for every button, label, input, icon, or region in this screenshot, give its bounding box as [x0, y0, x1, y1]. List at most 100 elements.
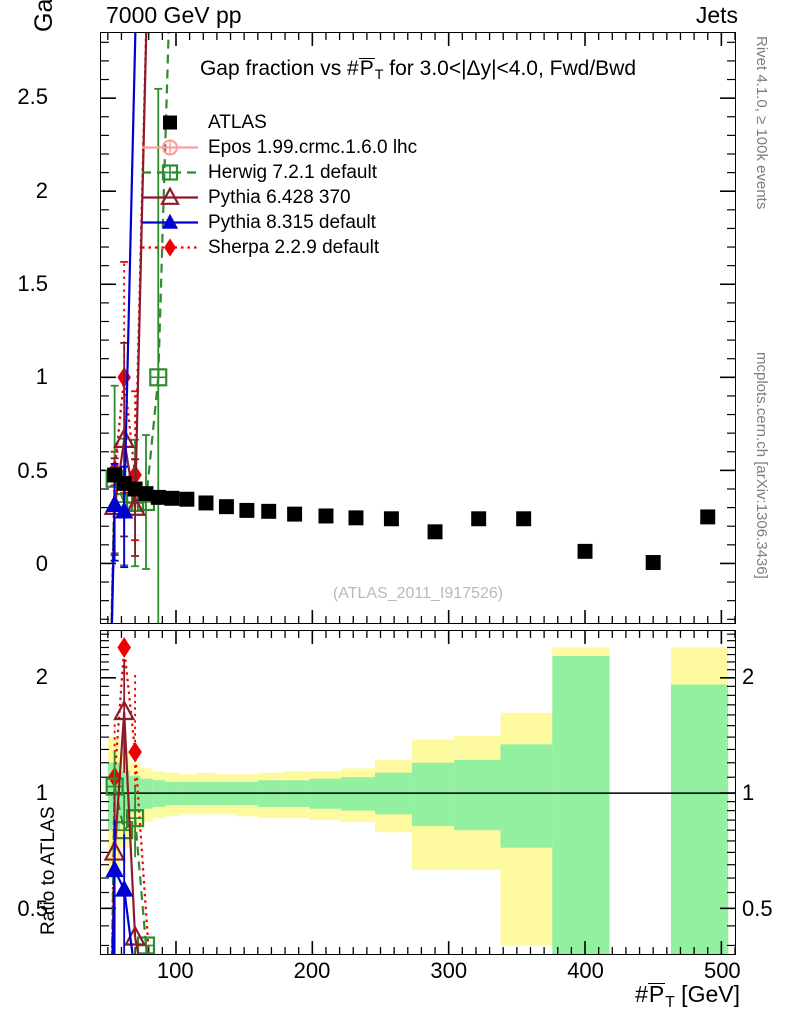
series-atlas — [107, 467, 716, 570]
data-marker-triangle-filled — [115, 879, 134, 897]
data-marker-square-filled — [700, 509, 716, 525]
data-marker-triangle-open — [113, 427, 136, 448]
data-marker-square-filled — [577, 543, 593, 559]
legend-marker-square-cross — [142, 160, 198, 185]
main-y-tick-label: 2 — [35, 177, 48, 203]
rivet-version-note: Rivet 4.1.0, ≥ 100k events — [753, 36, 770, 210]
ratio-y-tick-label: 2 — [35, 664, 48, 690]
data-marker-square-cross — [149, 368, 168, 387]
legend-item[interactable]: Pythia 8.315 default — [142, 210, 442, 235]
data-marker-diamond-filled — [117, 637, 131, 658]
mcplots-source-note: mcplots.cern.ch [arXiv:1306.3436] — [753, 352, 770, 579]
x-axis-label: #PT [GeV] — [635, 981, 740, 1011]
legend-label: ATLAS — [208, 112, 267, 133]
data-marker-square-filled — [179, 491, 195, 507]
data-marker-square-filled — [287, 506, 303, 522]
main-y-tick-label: 2.5 — [17, 84, 48, 110]
legend-label: Sherpa 2.2.9 default — [208, 237, 380, 258]
legend-item[interactable]: Epos 1.99.crmc.1.6.0 lhc — [142, 135, 442, 160]
legend-label: Pythia 6.428 370 — [208, 187, 351, 208]
axis-ticks — [101, 631, 735, 954]
legend-item[interactable]: Sherpa 2.2.9 default — [142, 235, 442, 260]
data-marker-diamond-filled — [128, 741, 142, 763]
main-plot-canvas — [101, 33, 735, 623]
series-pythia — [105, 33, 137, 623]
legend-marker-circle-cross — [142, 135, 198, 160]
legend-marker-triangle-filled — [142, 210, 198, 235]
legend-label: Epos 1.99.crmc.1.6.0 lhc — [208, 137, 418, 158]
band-inner — [411, 762, 455, 827]
ratio-plot-canvas — [101, 631, 735, 954]
legend-item[interactable]: Herwig 7.2.1 default — [142, 160, 442, 185]
data-marker-square-filled — [164, 490, 180, 506]
main-y-tick-label: 1.5 — [17, 271, 48, 297]
x-tick-label: 300 — [430, 958, 468, 983]
legend-marker-square-filled — [142, 110, 198, 135]
data-marker-square-filled — [516, 511, 532, 527]
legend-label: Herwig 7.2.1 default — [208, 162, 377, 183]
title-pt-symbol: P — [358, 57, 375, 80]
main-y-tick-label: 0.5 — [17, 457, 48, 483]
ratio-y-tick-label-right: 0.5 — [742, 896, 773, 922]
page-title: Gap fraction vs #PT for 3.0<|Δy|<4.0, Fw… — [199, 57, 637, 83]
xlabel-suffix: [GeV] — [674, 981, 740, 1007]
legend-item[interactable]: Pythia 6.428 370 — [142, 185, 442, 210]
ratio-series-pythia — [105, 820, 134, 954]
title-prefix: Gap fraction vs # — [199, 57, 359, 80]
data-marker-triangle-open — [113, 699, 136, 721]
legend-label: Pythia 8.315 default — [208, 212, 376, 233]
main-y-tick-label: 0 — [35, 551, 48, 577]
x-tick-label: 200 — [293, 958, 331, 983]
data-marker-diamond-filled — [164, 238, 176, 257]
data-marker-square-filled — [318, 508, 334, 524]
data-marker-square-filled — [138, 486, 154, 502]
ratio-plot-panel — [100, 630, 736, 955]
legend-marker-diamond-filled — [142, 235, 198, 260]
band-inner — [552, 656, 610, 954]
x-tick-label: 100 — [156, 958, 194, 983]
title-suffix: for 3.0<|Δy|<4.0, Fwd/Bwd — [383, 57, 637, 80]
header-beam-label: 7000 GeV pp — [106, 2, 242, 28]
data-marker-square-filled — [645, 555, 661, 570]
data-marker-triangle-open — [160, 186, 180, 205]
data-marker-triangle-filled — [105, 494, 124, 512]
main-plot-panel — [100, 32, 736, 624]
data-marker-square-filled — [261, 503, 277, 519]
uncertainty-bands — [107, 647, 729, 954]
data-marker-square-filled — [348, 510, 364, 526]
data-marker-square-cross — [161, 164, 179, 181]
x-tick-label: 400 — [567, 958, 604, 983]
legend-marker-triangle-open — [142, 185, 198, 210]
xlabel-prefix: # — [635, 981, 648, 1007]
data-marker-square-filled — [218, 499, 234, 515]
legend: ATLAS Epos 1.99.crmc.1.6.0 lhc Herwig 7.2.… — [142, 110, 442, 260]
data-marker-square-filled — [383, 511, 399, 527]
band-inner — [340, 777, 376, 811]
band-inner — [500, 744, 553, 848]
band-inner — [670, 684, 729, 954]
data-marker-circle-cross — [161, 139, 179, 156]
xlabel-pt-subscript: T — [665, 993, 675, 1011]
ratio-y-tick-label-right: 2 — [742, 664, 755, 690]
data-marker-square-filled — [163, 115, 177, 130]
data-marker-square-filled — [239, 502, 255, 518]
data-marker-square-filled — [198, 495, 214, 511]
legend-item[interactable]: ATLAS — [142, 110, 442, 135]
x-tick-label: 500 — [703, 958, 741, 983]
xlabel-pt-symbol: P — [647, 981, 666, 1007]
data-marker-triangle-open — [124, 495, 147, 516]
ratio-y-tick-label: 0.5 — [17, 896, 48, 922]
data-marker-square-filled — [427, 524, 443, 540]
main-y-axis-label: Gap fraction — [30, 0, 59, 32]
data-marker-square-filled — [471, 511, 487, 527]
analysis-watermark: (ATLAS_2011_I917526) — [332, 585, 504, 602]
data-marker-triangle-filled — [115, 501, 134, 519]
header-analysis-label: Jets — [695, 2, 738, 28]
data-marker-triangle-filled — [105, 859, 124, 878]
data-marker-square-filled — [150, 489, 166, 505]
ratio-y-tick-label: 1 — [35, 780, 48, 806]
data-marker-triangle-filled — [161, 213, 179, 229]
ratio-y-tick-label-right: 1 — [742, 780, 755, 806]
band-inner — [454, 760, 501, 831]
